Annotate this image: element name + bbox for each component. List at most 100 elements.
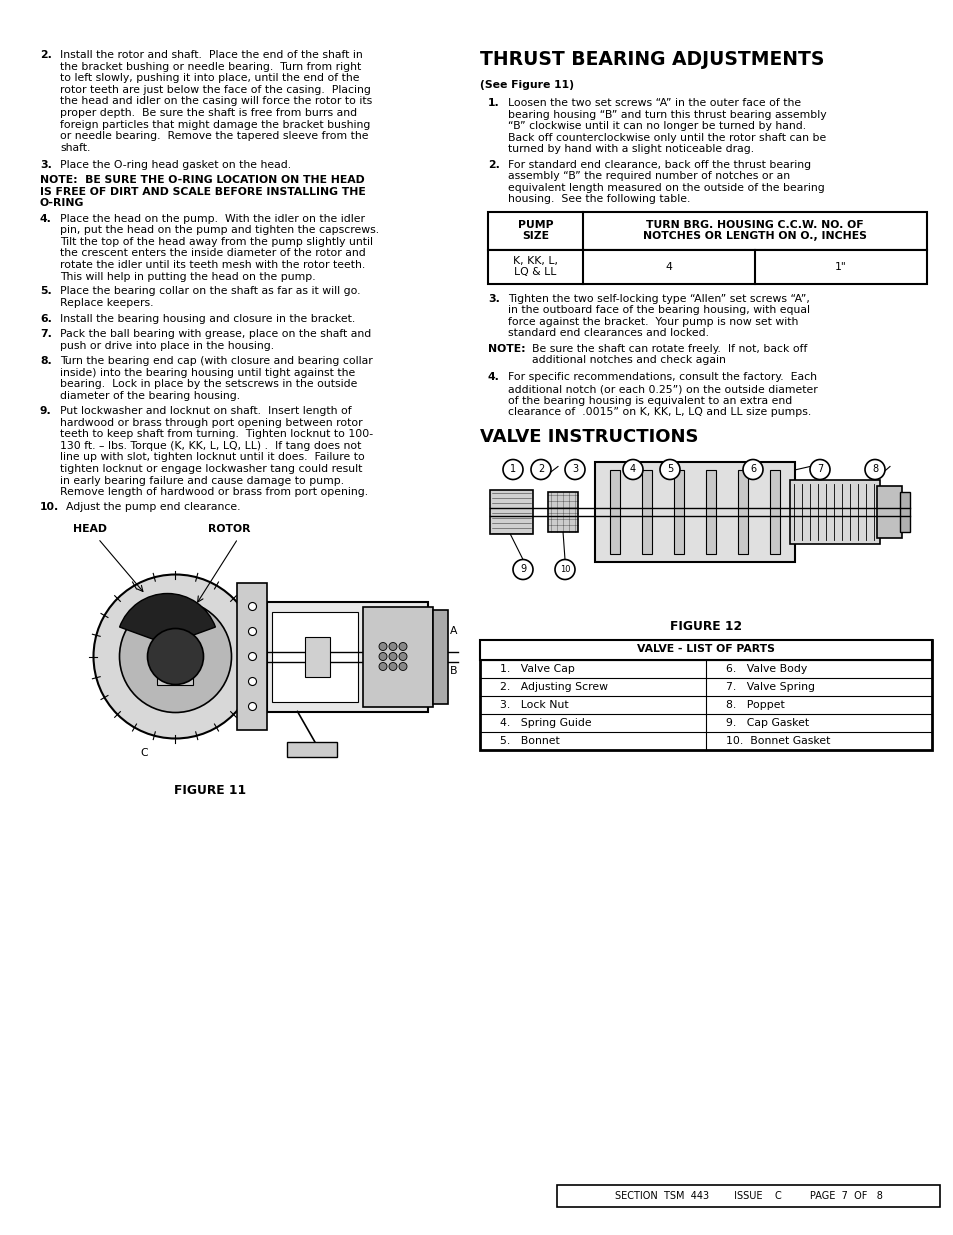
- Bar: [738, 469, 747, 553]
- Circle shape: [502, 459, 522, 479]
- Text: PUMP
SIZE: PUMP SIZE: [517, 220, 553, 241]
- Circle shape: [148, 629, 203, 684]
- Text: C: C: [140, 748, 148, 758]
- Text: 4.   Spring Guide: 4. Spring Guide: [499, 718, 591, 727]
- Text: NOTE:  BE SURE THE O-RING LOCATION ON THE HEAD
IS FREE OF DIRT AND SCALE BEFORE : NOTE: BE SURE THE O-RING LOCATION ON THE…: [40, 175, 365, 209]
- Bar: [363, 606, 433, 706]
- Text: 10.: 10.: [40, 501, 59, 513]
- Text: 2.   Adjusting Screw: 2. Adjusting Screw: [499, 682, 607, 692]
- Text: For specific recommendations, consult the factory.  Each
additional notch (or ea: For specific recommendations, consult th…: [507, 373, 817, 417]
- Circle shape: [378, 642, 387, 651]
- Text: 9.   Cap Gasket: 9. Cap Gasket: [725, 718, 808, 727]
- Circle shape: [93, 574, 257, 739]
- Bar: [479, 640, 931, 750]
- Text: 10: 10: [559, 564, 570, 574]
- Text: 1.   Valve Cap: 1. Valve Cap: [499, 663, 575, 673]
- Text: 1.: 1.: [488, 98, 499, 107]
- Bar: [273, 611, 357, 701]
- Bar: [557, 1186, 939, 1207]
- Bar: [267, 601, 428, 711]
- Circle shape: [248, 703, 256, 710]
- Circle shape: [389, 652, 396, 661]
- Text: 1: 1: [510, 464, 516, 474]
- Text: 4: 4: [665, 262, 672, 272]
- Text: Be sure the shaft can rotate freely.  If not, back off
additional notches and ch: Be sure the shaft can rotate freely. If …: [532, 343, 806, 366]
- Circle shape: [378, 662, 387, 671]
- Text: Tighten the two self-locking type “Allen” set screws “A”,
in the outboard face o: Tighten the two self-locking type “Allen…: [507, 294, 809, 338]
- Bar: [157, 677, 193, 684]
- Text: (See Figure 11): (See Figure 11): [479, 80, 574, 90]
- Text: 3.   Lock Nut: 3. Lock Nut: [499, 699, 568, 709]
- Bar: [705, 469, 716, 553]
- Text: 3.: 3.: [488, 294, 499, 304]
- Text: FIGURE 11: FIGURE 11: [174, 783, 246, 797]
- Bar: [789, 479, 879, 543]
- Circle shape: [119, 600, 232, 713]
- Text: 9.: 9.: [40, 406, 51, 416]
- Bar: [488, 211, 926, 249]
- Circle shape: [622, 459, 642, 479]
- Circle shape: [248, 652, 256, 661]
- Circle shape: [398, 652, 407, 661]
- Text: 7: 7: [816, 464, 822, 474]
- Text: B: B: [450, 667, 457, 677]
- Text: 3.: 3.: [40, 159, 51, 169]
- Text: 1": 1": [834, 262, 846, 272]
- Text: 2: 2: [537, 464, 543, 474]
- Circle shape: [531, 459, 551, 479]
- Text: HEAD: HEAD: [73, 524, 107, 534]
- Circle shape: [378, 652, 387, 661]
- Text: 7.: 7.: [40, 329, 51, 338]
- Circle shape: [564, 459, 584, 479]
- Circle shape: [389, 662, 396, 671]
- Text: FIGURE 12: FIGURE 12: [669, 620, 741, 632]
- Bar: [157, 641, 193, 652]
- Text: Install the rotor and shaft.  Place the end of the shaft in
the bracket bushing : Install the rotor and shaft. Place the e…: [60, 49, 372, 153]
- Circle shape: [513, 559, 533, 579]
- Bar: [899, 492, 909, 531]
- Text: 8.   Poppet: 8. Poppet: [725, 699, 784, 709]
- Bar: [547, 492, 578, 531]
- Text: 5.: 5.: [40, 287, 51, 296]
- Bar: [433, 610, 448, 704]
- Text: For standard end clearance, back off the thrust bearing
assembly “B” the require: For standard end clearance, back off the…: [507, 159, 824, 204]
- Text: 6.: 6.: [40, 314, 51, 324]
- Bar: [305, 636, 330, 677]
- Text: 6.   Valve Body: 6. Valve Body: [725, 663, 806, 673]
- Bar: [479, 640, 931, 659]
- Bar: [490, 489, 533, 534]
- Text: Place the head on the pump.  With the idler on the idler
pin, put the head on th: Place the head on the pump. With the idl…: [60, 214, 378, 282]
- Text: 6: 6: [749, 464, 756, 474]
- Text: Put lockwasher and locknut on shaft.  Insert length of
hardwood or brass through: Put lockwasher and locknut on shaft. Ins…: [60, 406, 373, 498]
- Text: THRUST BEARING ADJUSTMENTS: THRUST BEARING ADJUSTMENTS: [479, 49, 823, 69]
- Circle shape: [248, 678, 256, 685]
- Text: Adjust the pump end clearance.: Adjust the pump end clearance.: [66, 501, 240, 513]
- Circle shape: [248, 627, 256, 636]
- Text: A: A: [450, 626, 457, 636]
- Circle shape: [555, 559, 575, 579]
- Bar: [876, 485, 901, 537]
- Text: 2.: 2.: [40, 49, 51, 61]
- Text: 4.: 4.: [488, 373, 499, 383]
- Text: Place the O-ring head gasket on the head.: Place the O-ring head gasket on the head…: [60, 159, 291, 169]
- Bar: [237, 583, 267, 730]
- Text: 9: 9: [519, 564, 525, 574]
- Circle shape: [809, 459, 829, 479]
- Circle shape: [389, 642, 396, 651]
- Circle shape: [864, 459, 884, 479]
- Text: Pack the ball bearing with grease, place on the shaft and
push or drive into pla: Pack the ball bearing with grease, place…: [60, 329, 371, 351]
- Circle shape: [398, 662, 407, 671]
- Wedge shape: [119, 594, 215, 645]
- Bar: [673, 469, 683, 553]
- Text: Turn the bearing end cap (with closure and bearing collar
inside) into the beari: Turn the bearing end cap (with closure a…: [60, 356, 373, 401]
- Text: VALVE INSTRUCTIONS: VALVE INSTRUCTIONS: [479, 429, 698, 447]
- Text: NOTE:: NOTE:: [488, 343, 525, 353]
- Text: 10.  Bonnet Gasket: 10. Bonnet Gasket: [725, 736, 829, 746]
- Text: K, KK, L,
LQ & LL: K, KK, L, LQ & LL: [513, 256, 558, 278]
- Bar: [595, 462, 794, 562]
- Bar: [488, 249, 926, 284]
- Circle shape: [742, 459, 762, 479]
- Text: Place the bearing collar on the shaft as far as it will go.
Replace keepers.: Place the bearing collar on the shaft as…: [60, 287, 360, 308]
- Circle shape: [248, 603, 256, 610]
- Text: TURN BRG. HOUSING C.C.W. NO. OF
NOTCHES OR LENGTH ON O., INCHES: TURN BRG. HOUSING C.C.W. NO. OF NOTCHES …: [642, 220, 866, 241]
